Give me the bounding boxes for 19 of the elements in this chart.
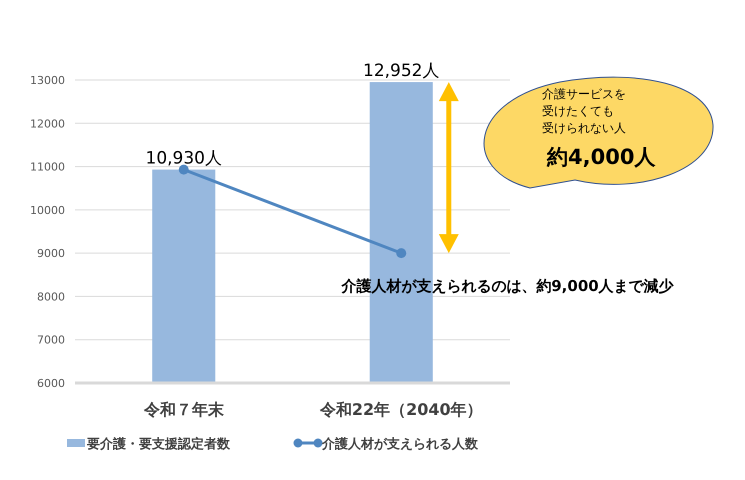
y-tick-label: 9000 xyxy=(37,247,65,260)
y-tick-label: 7000 xyxy=(37,334,65,347)
text: 受けたくても xyxy=(542,104,614,118)
text: 受けられない人 xyxy=(542,121,626,135)
y-tick-label: 13000 xyxy=(30,74,65,87)
data-label: 12,952人 xyxy=(363,61,440,82)
legend-label: 要介護・要支援認定者数 xyxy=(86,436,231,452)
y-tick-label: 11000 xyxy=(30,160,65,174)
y-tick-label: 12000 xyxy=(30,117,65,130)
x-tick-label: 令和７年末 xyxy=(142,400,225,419)
annotation: 介護人材が支えられるのは、約9,000人まで減少 xyxy=(340,277,675,296)
x-tick-label: 令和22年（2040年） xyxy=(318,400,483,419)
y-tick-label: 8000 xyxy=(37,290,65,304)
text: 約4,000人 xyxy=(546,145,656,169)
y-tick-label: 10000 xyxy=(30,204,65,217)
legend-label: 介護人材が支えられる人数 xyxy=(321,436,479,452)
text: 介護サービスを xyxy=(542,87,626,101)
data-label: 10,930人 xyxy=(146,148,222,169)
y-tick-label: 6000 xyxy=(37,377,65,390)
